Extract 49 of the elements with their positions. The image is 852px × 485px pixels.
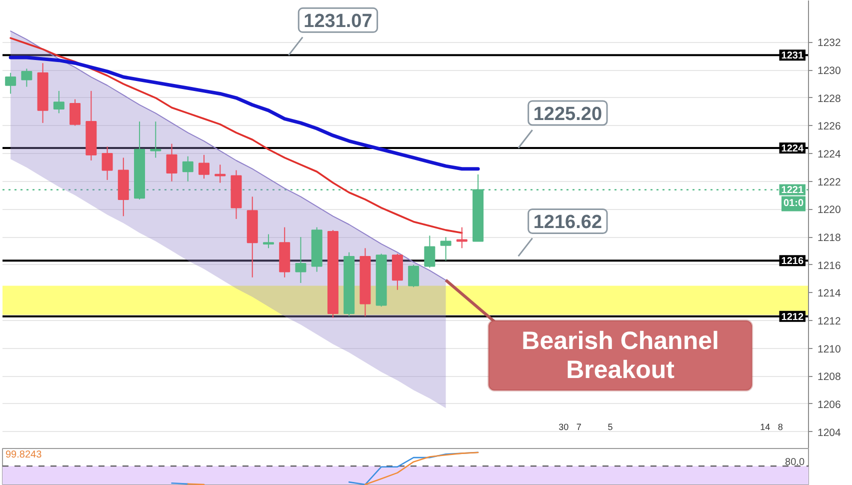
y-tick-label: 1208 <box>818 371 842 384</box>
annotation: 14 <box>760 422 770 432</box>
y-tick-label: 1212 <box>818 316 842 328</box>
annotation: 8 <box>778 422 783 432</box>
y-tick-label: 1232 <box>818 37 842 50</box>
line-series <box>10 37 463 234</box>
y-tick-label: 1224 <box>818 148 842 161</box>
annotation: 1225.20 <box>533 104 602 125</box>
y-tick-label: 1218 <box>818 232 842 244</box>
candlestick <box>102 146 113 180</box>
ref-line-label: 1231 <box>781 50 804 62</box>
y-tick-label: 1216 <box>818 260 842 272</box>
ref-line-label: 1216 <box>781 256 804 268</box>
candlestick <box>214 164 226 184</box>
candlestick <box>182 156 194 182</box>
candlestick <box>21 68 32 88</box>
y-tick-label: 1210 <box>818 343 842 356</box>
y-tick-label: 1206 <box>818 398 842 411</box>
y-tick-label: 1230 <box>818 65 842 78</box>
candlestick <box>424 235 436 268</box>
annotation: 5 <box>608 422 613 432</box>
annotation: 80.0 <box>785 457 805 468</box>
line-series <box>10 30 446 281</box>
ref-line-label: 1212 <box>781 312 804 323</box>
ref-line-label: 1224 <box>781 143 804 154</box>
annotation: Bearish Channel Breakout <box>522 327 719 384</box>
annotation: 99.8243 <box>6 450 42 460</box>
y-tick-label: 1226 <box>818 120 842 133</box>
candlestick <box>440 236 452 262</box>
annotation: 1231.07 <box>304 11 372 32</box>
candlestick <box>198 154 210 180</box>
candlestick <box>150 121 162 158</box>
candlestick <box>70 98 81 126</box>
annotation: 1216.62 <box>533 212 602 234</box>
candlestick <box>262 234 274 249</box>
y-tick-label: 1214 <box>818 288 842 300</box>
ref-line-label: 1221 01:0 <box>781 185 804 210</box>
annotation: 30 <box>558 422 569 432</box>
candlestick <box>408 264 420 288</box>
candlestick <box>53 90 64 114</box>
candlestick <box>5 72 16 94</box>
candlestick <box>295 236 306 284</box>
y-tick-label: 1228 <box>818 92 842 105</box>
y-tick-label: 1204 <box>818 426 842 439</box>
y-tick-label: 1222 <box>818 176 842 188</box>
candlestick <box>166 143 178 182</box>
line-series <box>8 56 480 171</box>
y-tick-label: 1220 <box>818 204 842 216</box>
annotation: 7 <box>576 422 582 432</box>
